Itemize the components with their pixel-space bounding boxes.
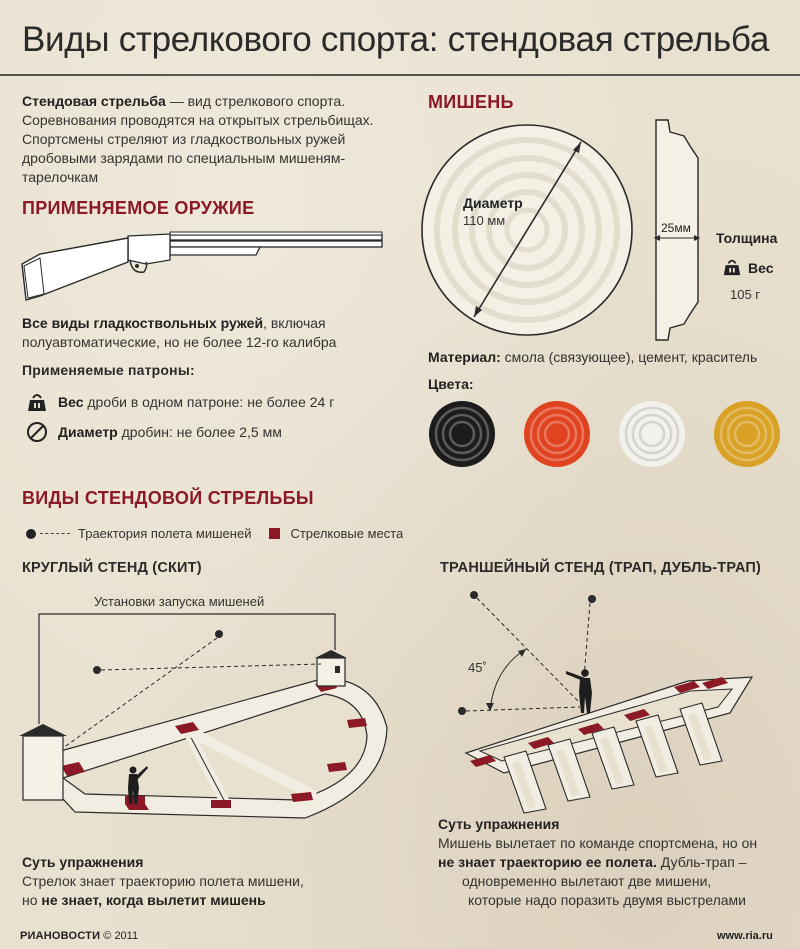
types-heading: ВИДЫ СТЕНДОВОЙ СТРЕЛЬБЫ [22, 488, 314, 508]
trap-essence-line4: которые надо поразить двумя выстрелами [468, 892, 746, 908]
trap-diagram [458, 591, 754, 814]
target-weight-icon [723, 259, 741, 276]
target-weight-value: 105 г [730, 287, 761, 302]
target-thickness-label: Толщина [716, 230, 778, 246]
cartridge-diameter-label: Диаметр [58, 423, 118, 440]
legend: Траектория полета мишеней Стрелковые мес… [26, 526, 403, 541]
color-swatch-4 [714, 401, 780, 467]
skeet-essence-heading: Суть упражнения [22, 854, 144, 870]
color-swatch-1 [429, 401, 495, 467]
trap-essence-heading: Суть упражнения [438, 816, 560, 832]
trap-angle-label: 45˚ [468, 660, 487, 675]
legend-trajectory-label: Траектория полета мишеней [78, 526, 252, 541]
weapons-heading: ПРИМЕНЯЕМОЕ ОРУЖИЕ [22, 198, 255, 218]
trap-heading: ТРАНШЕЙНЫЙ СТЕНД (ТРАП, ДУБЛЬ-ТРАП) [440, 560, 762, 576]
material-label: Материал: [428, 349, 501, 365]
intro-term: Стендовая стрельба [22, 93, 166, 109]
color-swatch-2 [524, 401, 590, 467]
colors-label: Цвета: [428, 376, 474, 392]
color-swatch-3 [619, 401, 685, 467]
target-side-profile [654, 119, 700, 341]
trap-essence-line1: Мишень вылетает по команде спортсмена, н… [438, 835, 758, 851]
cartridge-weight-label: Вес [58, 393, 84, 410]
footer-credit: РИАНОВОСТИ © 2011 [20, 930, 138, 942]
material-text: смола (связующее), цемент, краситель [500, 349, 758, 365]
page-title: Виды стрелкового спорта: стендовая стрел… [22, 20, 770, 59]
footer-logo: РИАНОВОСТИ [20, 930, 101, 942]
trap-essence-line3: одновременно вылетают две мишени, [462, 873, 712, 889]
legend-positions-label: Стрелковые места [290, 526, 404, 541]
target-material: Материал: смола (связующее), цемент, кра… [428, 348, 757, 367]
skeet-launchers-label: Установки запуска мишеней [90, 594, 269, 609]
weight-icon [28, 394, 46, 411]
trap-essence-line2: не знает траекторию ее полета. Дубль-тра… [438, 853, 746, 872]
target-thickness-value: 25мм [661, 221, 691, 235]
legend-dot-icon [26, 528, 36, 539]
target-diameter-value: 110 мм [463, 213, 506, 228]
target-top-view [421, 124, 633, 336]
cartridge-diameter-text: дробин: не более 2,5 мм [117, 423, 282, 440]
shotgun-illustration [21, 231, 383, 301]
target-heading: МИШЕНЬ [428, 92, 514, 112]
footer-copyright: © 2011 [103, 930, 139, 942]
diameter-icon [27, 422, 47, 442]
weapons-desc-rest: , включая полуавтоматические, но не боле… [22, 315, 337, 350]
skeet-essence-bold: не знает, когда вылетит мишень [41, 892, 266, 908]
target-diameter-label: Диаметр [463, 195, 523, 211]
cartridge-diameter-row: Диаметр дробин: не более 2,5 мм [26, 421, 282, 443]
legend-square-icon [269, 528, 281, 539]
cartridge-weight-row: Вес дроби в одном патроне: не более 24 г [26, 391, 334, 413]
skeet-essence-pre: но [22, 892, 42, 908]
intro-text: — вид стрелкового спорта. Соревнования п… [22, 93, 374, 185]
cartridge-weight-text: дроби в одном патроне: не более 24 г [83, 393, 335, 410]
skeet-heading: КРУГЛЫЙ СТЕНД (СКИТ) [22, 560, 202, 576]
legend-dash-icon [40, 533, 70, 534]
weapons-desc-bold: Все виды гладкоствольных ружей [22, 315, 264, 331]
skeet-essence-line1: Стрелок знает траекторию полета мишени, [22, 873, 304, 889]
skeet-diagram [19, 613, 388, 819]
target-colors [429, 401, 780, 467]
footer-site-link[interactable]: www.ria.ru [717, 930, 773, 942]
cartridges-heading: Применяемые патроны: [22, 362, 195, 378]
trap-essence-bold: не знает траекторию ее полета. [438, 854, 657, 870]
title-divider [0, 74, 800, 76]
skeet-essence-line2: но не знает, когда вылетит мишень [22, 891, 266, 910]
intro-paragraph: Стендовая стрельба — вид стрелкового спо… [22, 92, 382, 187]
trap-essence-rest: Дубль-трап – [656, 854, 747, 870]
target-weight-label: Вес [748, 260, 774, 276]
weapons-description: Все виды гладкоствольных ружей, включая … [22, 314, 382, 352]
